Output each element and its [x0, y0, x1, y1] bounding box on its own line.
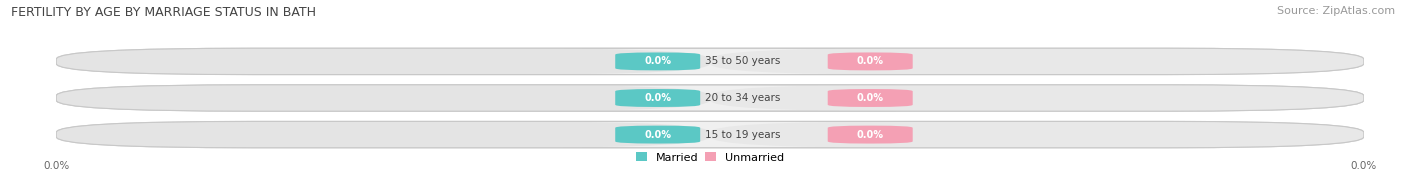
FancyBboxPatch shape: [828, 53, 912, 70]
Text: 0.0%: 0.0%: [644, 130, 671, 140]
FancyBboxPatch shape: [710, 48, 1364, 75]
FancyBboxPatch shape: [56, 121, 710, 148]
FancyBboxPatch shape: [616, 126, 700, 143]
FancyBboxPatch shape: [56, 85, 710, 111]
FancyBboxPatch shape: [56, 48, 1364, 75]
Text: FERTILITY BY AGE BY MARRIAGE STATUS IN BATH: FERTILITY BY AGE BY MARRIAGE STATUS IN B…: [11, 6, 316, 19]
Text: Source: ZipAtlas.com: Source: ZipAtlas.com: [1277, 6, 1395, 16]
Text: 0.0%: 0.0%: [644, 56, 671, 66]
Text: 0.0%: 0.0%: [856, 56, 884, 66]
Text: 0.0%: 0.0%: [856, 130, 884, 140]
Text: 0.0%: 0.0%: [644, 93, 671, 103]
FancyBboxPatch shape: [56, 48, 710, 75]
Legend: Married, Unmarried: Married, Unmarried: [631, 148, 789, 167]
FancyBboxPatch shape: [616, 53, 700, 70]
Text: 35 to 50 years: 35 to 50 years: [704, 56, 780, 66]
FancyBboxPatch shape: [828, 89, 912, 107]
FancyBboxPatch shape: [710, 85, 1364, 111]
Text: 20 to 34 years: 20 to 34 years: [704, 93, 780, 103]
FancyBboxPatch shape: [710, 121, 1364, 148]
FancyBboxPatch shape: [56, 85, 1364, 111]
Text: 0.0%: 0.0%: [856, 93, 884, 103]
FancyBboxPatch shape: [56, 121, 1364, 148]
Text: 15 to 19 years: 15 to 19 years: [704, 130, 780, 140]
FancyBboxPatch shape: [616, 89, 700, 107]
FancyBboxPatch shape: [828, 126, 912, 143]
